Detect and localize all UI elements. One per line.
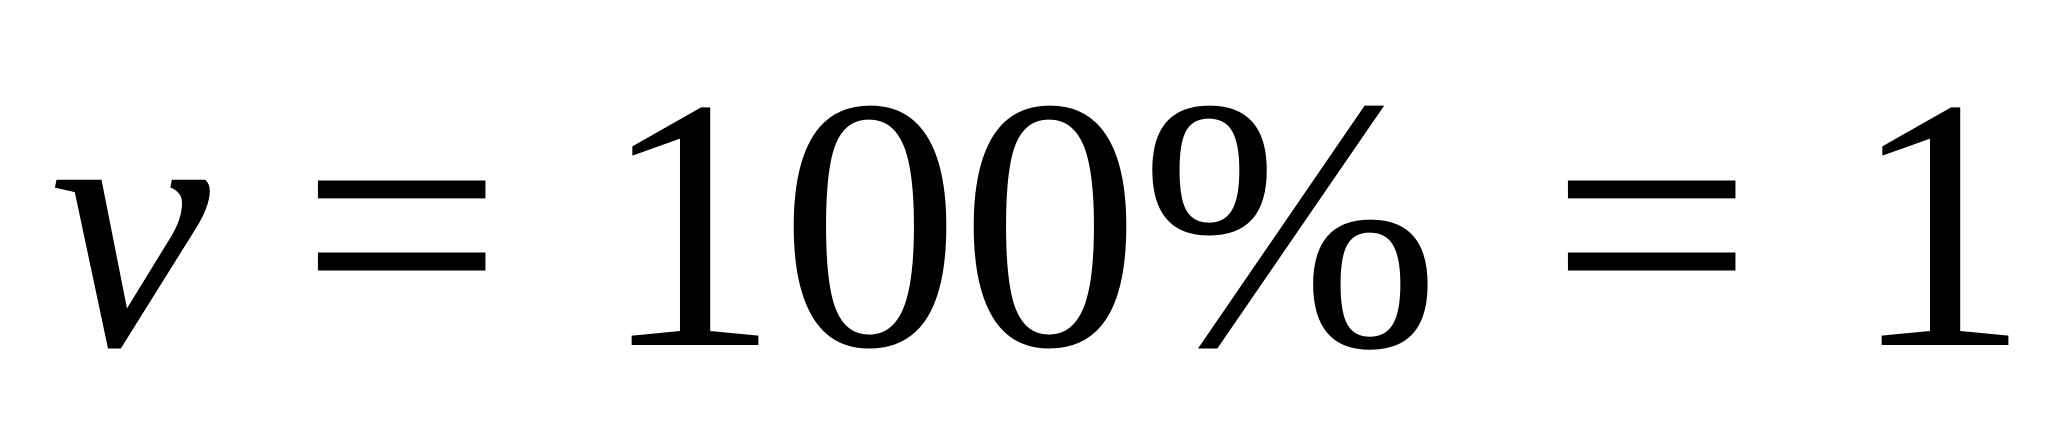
percent-value: 100% (600, 24, 1440, 423)
equals-sign-2: = (1550, 24, 1754, 423)
equals-sign: = (300, 24, 504, 423)
result-value: 1 (1850, 24, 2030, 423)
variable-v: v (50, 24, 210, 423)
